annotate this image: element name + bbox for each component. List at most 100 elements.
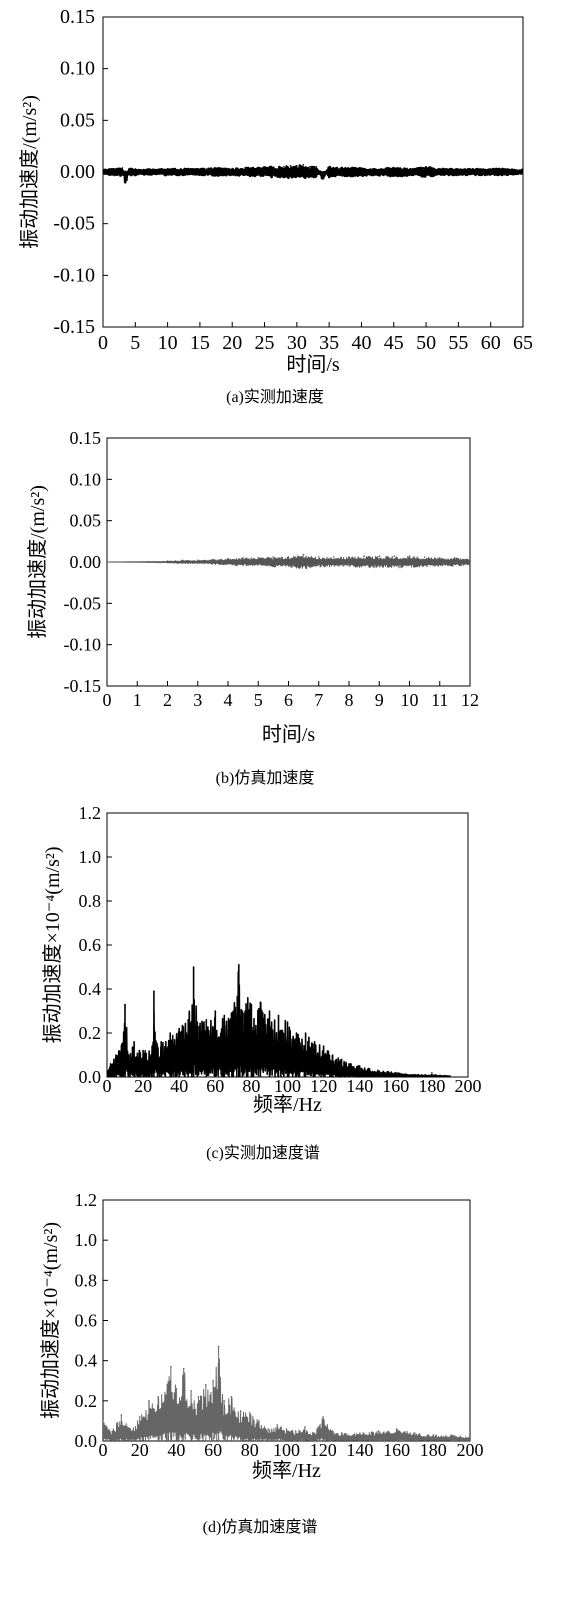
x-tick-label: 0	[98, 332, 108, 354]
x-tick-label: 180	[420, 1440, 447, 1460]
data-point	[218, 167, 221, 169]
data-point	[182, 1367, 185, 1370]
x-tick-label: 60	[204, 1440, 222, 1460]
y-tick-label: 0.00	[60, 161, 95, 183]
x-tick-label: 6	[284, 690, 293, 710]
series-line	[103, 164, 523, 184]
y-axis-label: 振动加速度×10⁻⁴(m/s²)	[39, 1222, 62, 1419]
data-point	[347, 167, 350, 169]
data-point	[175, 1388, 178, 1390]
data-point	[241, 1010, 244, 1012]
data-point	[340, 1058, 343, 1061]
data-point	[363, 555, 365, 557]
x-tick-label: 20	[131, 1440, 149, 1460]
x-axis-label: 时间/s	[286, 353, 340, 376]
data-point	[212, 558, 214, 561]
data-point	[147, 168, 149, 170]
data-point	[469, 1436, 470, 1438]
data-point	[313, 1041, 316, 1043]
data-point	[283, 166, 285, 168]
data-point	[395, 1428, 398, 1430]
x-tick-label: 25	[255, 332, 275, 354]
x-tick-label: 12	[461, 690, 479, 710]
x-tick-label: 7	[314, 690, 323, 710]
data-point	[386, 167, 389, 169]
data-point	[425, 166, 427, 168]
x-tick-label: 100	[274, 1076, 301, 1096]
x-tick-label: 200	[457, 1440, 484, 1460]
data-point	[399, 167, 402, 169]
x-tick-label: 160	[383, 1440, 410, 1460]
data-point	[242, 557, 244, 559]
data-point	[294, 1430, 297, 1432]
x-tick-label: 8	[345, 690, 354, 710]
data-point	[286, 1021, 289, 1023]
data-point	[449, 1075, 451, 1077]
data-point	[469, 557, 470, 560]
x-tick-label: 35	[319, 332, 339, 354]
data-point	[121, 167, 124, 169]
data-point	[304, 1032, 307, 1034]
x-tick-label: 5	[130, 332, 140, 354]
x-tick-label: 3	[193, 690, 202, 710]
data-point	[120, 1045, 123, 1047]
y-tick-label: 0.6	[75, 1311, 98, 1331]
data-point	[296, 165, 298, 167]
y-tick-label: 0.00	[70, 552, 102, 572]
x-tick-label: 2	[163, 690, 172, 710]
data-point	[289, 165, 292, 167]
data-point	[358, 1065, 361, 1067]
x-tick-label: 80	[242, 1076, 260, 1096]
y-tick-label: 0.10	[60, 58, 95, 80]
x-tick-label: 20	[222, 332, 242, 354]
y-tick-label: 0.4	[75, 1351, 98, 1371]
x-tick-label: 0	[99, 1440, 108, 1460]
data-point	[178, 1027, 180, 1030]
data-point	[109, 1063, 112, 1065]
x-tick-label: 50	[416, 332, 436, 354]
data-point	[212, 1380, 214, 1382]
data-point	[111, 1430, 113, 1432]
y-tick-label: 0.8	[75, 1270, 98, 1290]
x-tick-label: 160	[382, 1076, 409, 1096]
data-point	[348, 556, 350, 558]
data-point	[373, 168, 376, 170]
data-point	[450, 1434, 453, 1436]
x-tick-label: 10	[158, 332, 178, 354]
data-point	[187, 1019, 189, 1021]
y-tick-label: 0.4	[79, 979, 102, 999]
data-point	[257, 557, 260, 559]
data-point	[439, 557, 441, 559]
data-point	[377, 1069, 379, 1072]
x-axis-label: 时间/s	[262, 723, 316, 746]
data-point	[239, 1410, 242, 1412]
data-point	[333, 556, 335, 558]
data-point	[489, 168, 492, 170]
data-point	[157, 1396, 159, 1398]
x-tick-label: 120	[310, 1440, 337, 1460]
data-point	[304, 1426, 306, 1428]
x-axis-label: 频率/Hz	[252, 1459, 321, 1482]
data-point	[328, 166, 331, 168]
panel-b: 0 1 2 3 4 5 6 7 8 9 10 11 120.150.100.050.00-0.05-0.…	[26, 428, 479, 787]
x-tick-label: 55	[448, 332, 468, 354]
data-point	[302, 164, 305, 166]
data-point	[359, 1432, 361, 1434]
data-point	[423, 556, 426, 558]
data-point	[393, 555, 396, 557]
data-point	[340, 1432, 343, 1434]
data-point	[408, 555, 411, 557]
data-point	[115, 1054, 117, 1056]
data-point	[238, 964, 240, 966]
y-tick-label: 1.2	[79, 803, 102, 823]
x-tick-label: 80	[241, 1440, 259, 1460]
y-tick-label: 0.0	[75, 1431, 98, 1451]
panel-d: 0 20 40 60 80 100 120 140 160 180 200 1.2 1.0 0.8 0.6 0…	[39, 1190, 484, 1536]
data-point	[318, 556, 320, 558]
data-point	[349, 1063, 352, 1065]
data-point	[103, 1420, 104, 1422]
y-axis-label: 振动加速度/(m/s²)	[18, 95, 41, 249]
data-point	[378, 555, 381, 557]
data-point	[151, 1045, 153, 1047]
